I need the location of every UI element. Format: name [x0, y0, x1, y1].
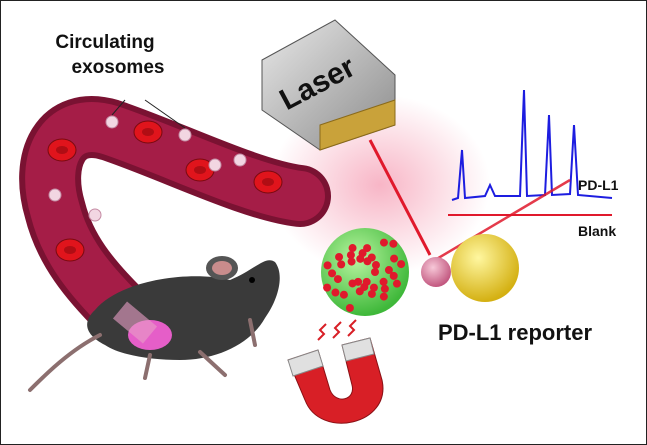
exosome — [88, 208, 102, 222]
bead-dot — [345, 303, 354, 312]
exosomes — [48, 115, 247, 222]
bead-dot — [337, 260, 346, 269]
red-blood-cell-center — [262, 178, 274, 186]
blank-label: Blank — [578, 223, 616, 239]
bead-dot — [339, 290, 348, 299]
blood-vessel — [19, 96, 331, 341]
bead-dot — [392, 279, 401, 288]
bead-dot — [328, 269, 337, 278]
mouse-eye — [249, 277, 255, 283]
bead-dot — [367, 289, 376, 298]
exosome — [208, 158, 222, 172]
bead-dot — [389, 271, 398, 280]
pointer — [111, 99, 126, 116]
laser-beam — [368, 139, 432, 256]
bead-dot — [323, 283, 332, 292]
bead-dot — [348, 244, 357, 253]
bead-dot — [347, 257, 356, 266]
exosome — [233, 153, 247, 167]
bead-dot — [371, 261, 380, 270]
bead-dot — [346, 251, 355, 260]
bead-dots — [323, 238, 406, 312]
bead-dot — [389, 239, 398, 248]
magnet-poles — [287, 337, 375, 377]
bead-dot — [362, 277, 371, 286]
bead-dot — [384, 266, 393, 275]
bead-dot — [369, 283, 378, 292]
vessel-link — [112, 301, 158, 344]
bead-dot — [331, 288, 340, 297]
bead-dot — [379, 277, 388, 286]
red-blood-cell-center — [64, 246, 76, 254]
exosome — [178, 128, 192, 142]
red-blood-cells — [47, 120, 283, 262]
bead-dot — [363, 257, 372, 266]
reporter-label: PD-L1 reporter — [438, 320, 592, 345]
particles — [321, 228, 519, 316]
sers-reporter — [451, 234, 519, 302]
bead-dot — [390, 254, 399, 263]
magnetic-field — [317, 319, 357, 341]
red-blood-cell-center — [56, 146, 68, 154]
bead-dot — [323, 261, 332, 270]
bead-dot — [354, 277, 363, 286]
signal-spectrum — [451, 89, 613, 201]
mouse-legs — [143, 318, 257, 380]
bead-dot — [371, 268, 379, 276]
mouse-tail — [28, 333, 102, 392]
bead-dot — [356, 254, 365, 263]
laser-head — [319, 99, 396, 151]
spectrum: PD-L1 Blank — [434, 89, 619, 262]
bead-dot — [335, 252, 344, 261]
exosome — [105, 115, 119, 129]
magnet — [287, 319, 384, 424]
laser: Laser — [261, 19, 432, 256]
scattered-beam — [434, 178, 571, 262]
bead-dot — [397, 260, 406, 269]
exosome-label-line2: exosomes — [72, 57, 165, 78]
red-blood-cell-center — [194, 166, 206, 174]
red-blood-cell-center — [142, 128, 154, 136]
bead-dot — [333, 275, 342, 284]
captured-exosome — [421, 257, 451, 287]
pointer — [144, 99, 186, 129]
exosome — [48, 188, 62, 202]
mouse-inner-ear — [212, 261, 232, 275]
bead-dot — [380, 284, 389, 293]
bead-dot — [379, 292, 388, 301]
bead-dot — [379, 238, 388, 247]
signal-label: PD-L1 — [578, 177, 619, 193]
exosome-label-line1: Circulating — [55, 32, 154, 53]
